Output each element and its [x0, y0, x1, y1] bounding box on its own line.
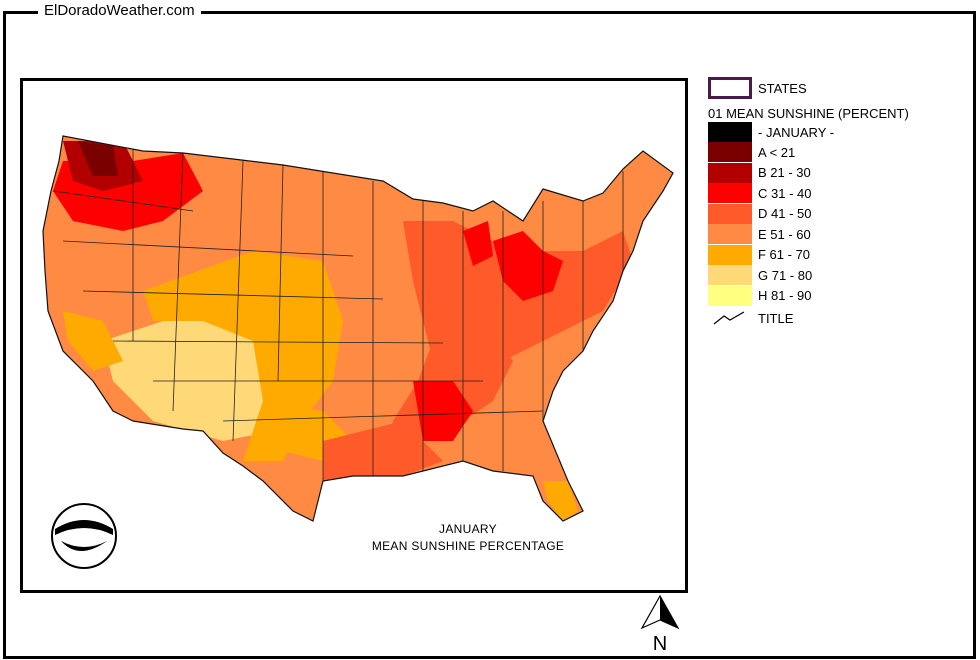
legend-class-row: B 21 - 30 [708, 162, 811, 183]
legend-states-row: STATES [708, 77, 807, 99]
title-line-icon [713, 311, 745, 325]
states-swatch [708, 77, 752, 99]
site-title: ElDoradoWeather.com [38, 2, 201, 19]
legend-class-swatch [708, 183, 752, 203]
legend-class-row: C 31 - 40 [708, 183, 811, 203]
legend-class-label: H 81 - 90 [758, 288, 812, 303]
legend-title-label: TITLE [758, 310, 794, 326]
legend-class-swatch [708, 224, 752, 244]
legend-states-label: STATES [758, 80, 807, 96]
legend-class-row: H 81 - 90 [708, 285, 812, 306]
legend-class-label: F 61 - 70 [758, 247, 811, 262]
map-caption-title: MEAN SUNSHINE PERCENTAGE [371, 539, 565, 553]
legend-class-swatch [708, 142, 752, 162]
legend-class-label: G 71 - 80 [758, 267, 813, 283]
legend-month-row: - JANUARY - [708, 122, 834, 142]
us-sunshine-map [42, 135, 674, 522]
legend-class-swatch [708, 162, 752, 183]
legend-class-row: E 51 - 60 [708, 224, 811, 244]
map-caption-month: JANUARY [439, 522, 497, 536]
legend-title-text: 01 MEAN SUNSHINE (PERCENT) [708, 105, 909, 121]
legend-class-label: C 31 - 40 [758, 185, 812, 201]
legend-class-row: G 71 - 80 [708, 265, 812, 285]
legend-class-swatch [708, 285, 752, 306]
noaa-logo: NOAA [51, 503, 117, 569]
legend-class-swatch [708, 203, 752, 224]
legend-class-label: E 51 - 60 [758, 226, 811, 242]
legend-class-label: A < 21 [758, 144, 796, 160]
legend-month-label: - JANUARY - [758, 124, 835, 140]
legend-class-label: B 21 - 30 [758, 165, 811, 180]
map-panel: NOAA JANUARY MEAN SUNSHINE PERCENTAGE [20, 78, 688, 593]
legend-class-swatch [708, 265, 752, 285]
legend-title: 01 MEAN SUNSHINE (PERCENT) [708, 103, 909, 123]
legend-class-row: D 41 - 50 [708, 203, 812, 224]
legend-class-row: F 61 - 70 [708, 244, 811, 265]
north-label: N [653, 633, 667, 655]
north-arrow: N [640, 594, 680, 655]
outer-frame [3, 11, 976, 659]
noaa-logo-text: NOAA [68, 530, 100, 542]
legend-class-row: A < 21 [708, 142, 795, 162]
legend-class-label: D 41 - 50 [758, 206, 812, 221]
legend-class-swatch [708, 244, 752, 265]
map-caption: JANUARY MEAN SUNSHINE PERCENTAGE [343, 521, 593, 555]
legend-month-swatch [708, 122, 752, 142]
legend-title-row: TITLE [708, 308, 793, 328]
